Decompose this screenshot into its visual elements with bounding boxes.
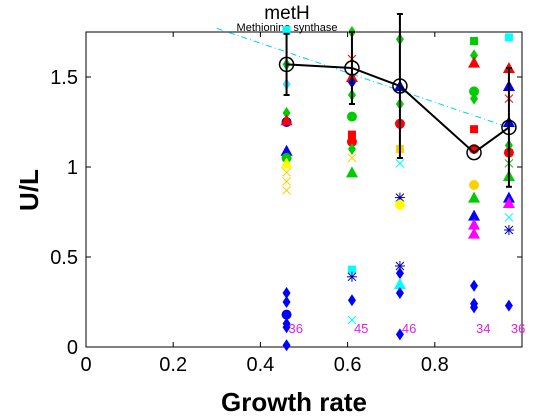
data-point	[468, 218, 481, 230]
data-point	[282, 186, 291, 195]
mean-line	[286, 63, 510, 154]
data-point-stroke	[347, 153, 357, 163]
data-point	[468, 227, 481, 239]
mean-line-group	[278, 13, 517, 188]
y-tick-label: 1.5	[50, 67, 78, 89]
data-point	[470, 49, 479, 62]
data-point	[470, 279, 479, 292]
axis-ticks: 0 0.2 0.4 0.6 0.8 0 0.5 1 1.5	[50, 32, 522, 376]
data-point	[504, 33, 513, 42]
x-tick-label: 0.6	[334, 354, 362, 376]
data-point	[282, 177, 291, 186]
data-point	[282, 107, 291, 119]
data-point	[347, 315, 357, 325]
chart-title: metH	[264, 3, 309, 24]
data-point	[503, 225, 514, 235]
mean-marker	[278, 56, 295, 73]
data-point-stroke	[395, 261, 405, 271]
data-point	[468, 209, 481, 221]
data-point	[346, 111, 357, 122]
data-point	[468, 191, 481, 203]
x-tick-label: 0.8	[421, 354, 449, 376]
data-point	[282, 339, 291, 352]
data-point-stroke	[395, 159, 405, 168]
data-point-stroke	[282, 177, 291, 186]
count-label: 36	[511, 321, 525, 336]
data-point-stroke	[347, 272, 357, 282]
data-point	[281, 309, 292, 320]
mean-marker	[501, 119, 517, 136]
data-point-stroke	[504, 213, 514, 222]
data-point	[346, 271, 357, 282]
y-tick-label: 0.5	[50, 247, 78, 269]
count-label: 36	[289, 321, 303, 336]
data-point	[395, 328, 404, 341]
data-point	[282, 168, 291, 177]
data-point	[347, 153, 357, 163]
data-point	[280, 114, 293, 126]
data-point	[280, 144, 293, 156]
count-label: 34	[476, 321, 490, 336]
x-axis-label: Growth rate	[221, 387, 367, 417]
data-point	[394, 199, 405, 210]
count-label: 45	[354, 321, 368, 336]
points-group	[280, 26, 515, 352]
data-point	[282, 26, 291, 35]
count-labels-group: 36 45 46 34 36	[289, 321, 526, 336]
x-tick-label: 0	[80, 354, 91, 376]
data-point	[345, 166, 358, 178]
data-point	[347, 294, 356, 307]
x-tick-label: 0.2	[159, 354, 187, 376]
data-point	[393, 278, 406, 289]
data-point	[469, 86, 480, 97]
mean-marker	[392, 78, 408, 94]
data-point-stroke	[347, 315, 357, 325]
data-point	[468, 56, 481, 68]
data-point-stroke	[282, 168, 291, 177]
data-point	[470, 301, 479, 314]
data-point	[282, 321, 291, 334]
data-point	[470, 37, 479, 45]
data-point	[347, 143, 356, 155]
y-tick-label: 0	[67, 337, 78, 359]
data-point	[502, 197, 515, 208]
data-point	[282, 296, 291, 308]
mean-marker	[344, 60, 360, 76]
x-tick-label: 0.4	[246, 354, 274, 376]
data-point-stroke	[504, 225, 514, 235]
data-point	[347, 130, 356, 139]
mean-marker	[466, 144, 482, 161]
data-point	[395, 287, 404, 299]
y-tick-label: 1	[67, 157, 78, 179]
data-point	[395, 159, 405, 168]
plot-area	[85, 31, 523, 348]
data-point-stroke	[282, 186, 291, 195]
y-axis-label: U/L	[14, 169, 44, 211]
data-point	[504, 213, 514, 222]
data-point	[504, 299, 513, 312]
data-point	[395, 267, 404, 280]
data-point	[282, 287, 291, 299]
data-point	[469, 180, 480, 190]
data-point	[347, 265, 356, 274]
data-point-stroke	[395, 193, 405, 202]
data-point	[280, 157, 293, 169]
count-label: 46	[402, 321, 416, 336]
data-point	[470, 125, 479, 134]
data-point	[346, 136, 357, 147]
data-point	[470, 92, 479, 105]
